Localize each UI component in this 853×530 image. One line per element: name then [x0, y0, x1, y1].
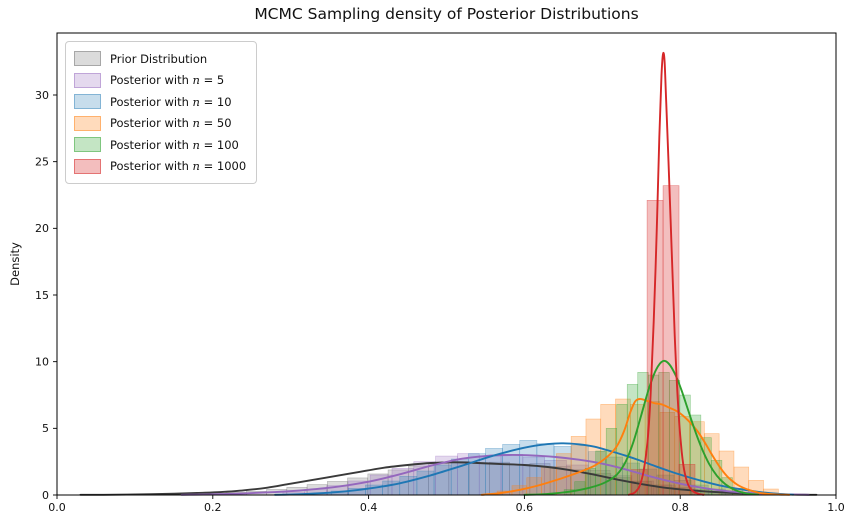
x-tick-label: 0.4 — [360, 501, 378, 514]
x-tick-label: 0.2 — [204, 501, 222, 514]
y-tick-label: 20 — [35, 222, 49, 235]
hist-bar-n50 — [556, 453, 572, 496]
legend-swatch-n50 — [74, 115, 101, 131]
kde-line-n5 — [180, 454, 810, 496]
plot-border — [56, 32, 837, 496]
legend-item-n1000: Posterior with n = 1000 — [74, 156, 246, 178]
legend-item-n5: Posterior with n = 5 — [74, 70, 246, 92]
legend-label-n100: Posterior with n = 100 — [110, 137, 239, 152]
x-tick-label: 0.8 — [671, 501, 689, 514]
x-tick-label: 0.6 — [516, 501, 534, 514]
y-tick-label: 5 — [42, 422, 49, 435]
legend-label-n5: Posterior with n = 5 — [110, 73, 225, 88]
chart-title: MCMC Sampling density of Posterior Distr… — [254, 5, 639, 23]
y-tick-label: 25 — [35, 155, 49, 168]
legend: Prior Distribution Posterior with n = 5 Po… — [65, 41, 258, 184]
legend-label-prior: Prior Distribution — [110, 51, 208, 66]
kde-line-n100 — [523, 359, 760, 496]
hist-bar-n100 — [595, 450, 607, 496]
legend-swatch-n1000 — [74, 158, 101, 174]
x-axis: 0.0 0.2 0.4 0.6 0.8 1.0 — [48, 495, 845, 514]
y-axis: 0 5 10 15 20 25 30 — [35, 89, 57, 502]
y-tick-label: 10 — [35, 355, 49, 368]
legend-item-n10: Posterior with n = 10 — [74, 91, 246, 113]
hist-bar-n100 — [605, 428, 618, 496]
legend-swatch-prior — [74, 51, 101, 67]
kde-line-prior — [79, 461, 818, 496]
legend-item-n100: Posterior with n = 100 — [74, 134, 246, 156]
kde-line-n10 — [274, 442, 795, 496]
legend-item-n50: Posterior with n = 50 — [74, 113, 246, 135]
y-tick-label: 15 — [35, 289, 49, 302]
legend-swatch-n10 — [74, 94, 101, 110]
hist-bar-n1000 — [646, 200, 664, 496]
legend-label-n10: Posterior with n = 10 — [110, 94, 232, 109]
x-tick-label: 1.0 — [827, 501, 845, 514]
kde-line-n1000 — [627, 51, 705, 496]
y-tick-label: 0 — [42, 489, 49, 502]
x-tick-label: 0.0 — [48, 501, 66, 514]
legend-label-n1000: Posterior with n = 1000 — [110, 159, 247, 174]
y-tick-label: 30 — [35, 89, 49, 102]
legend-swatch-n5 — [74, 72, 101, 88]
legend-item-prior: Prior Distribution — [74, 48, 246, 70]
kde-line-n50 — [480, 398, 791, 496]
legend-swatch-n100 — [74, 137, 101, 153]
hist-bars-n1000 — [630, 185, 696, 496]
legend-label-n50: Posterior with n = 50 — [110, 116, 232, 131]
